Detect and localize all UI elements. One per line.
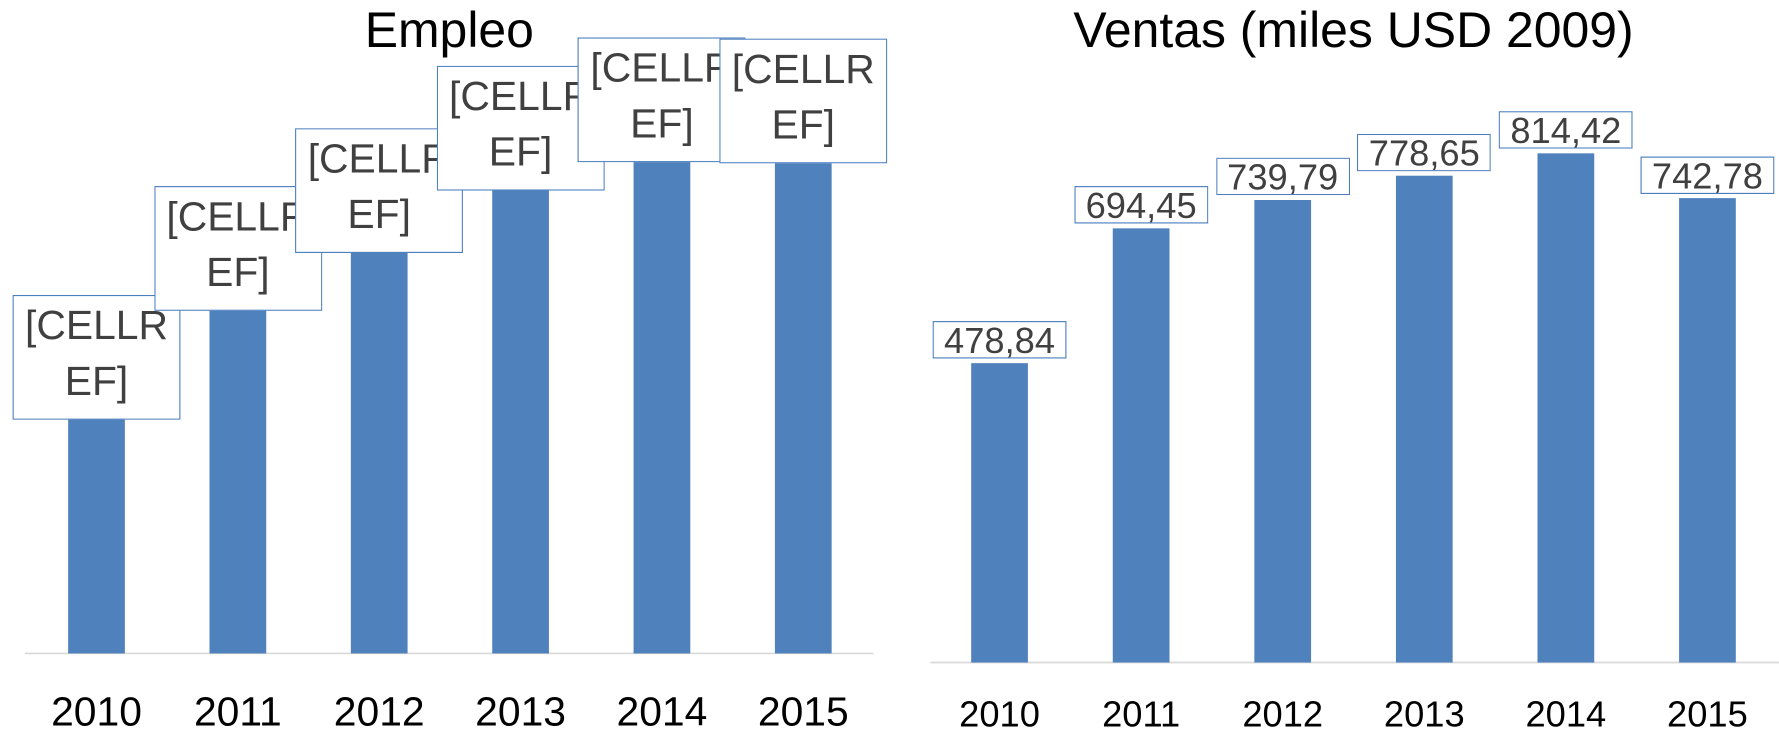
bar (1112, 228, 1170, 663)
chart-title: Empleo (365, 2, 534, 58)
data-label: 814,42 (1498, 111, 1633, 149)
data-label: 742,78 (1640, 156, 1775, 194)
x-tick-label: 2014 (1525, 694, 1606, 734)
bar (492, 166, 549, 654)
x-tick-label: 2013 (1384, 694, 1465, 734)
data-label-box: 814,42 (1498, 111, 1633, 149)
data-label: [CELLREF] (436, 65, 605, 191)
bar (209, 287, 267, 654)
bar (1537, 153, 1595, 663)
data-label-box: [CELLREF] (436, 65, 605, 191)
x-tick-label: 2015 (1667, 694, 1748, 734)
data-label-box: [CELLREF] (12, 294, 181, 420)
bar (1679, 198, 1736, 663)
data-label-box: 778,65 (1357, 133, 1492, 172)
bar (1254, 199, 1312, 663)
x-tick-label: 2012 (334, 688, 425, 734)
data-label: 478,84 (932, 321, 1067, 359)
data-label: 739,79 (1215, 158, 1350, 196)
data-label: 694,45 (1074, 186, 1209, 224)
data-label-box: 478,84 (932, 321, 1067, 359)
x-tick-label: 2015 (758, 688, 849, 734)
x-tick-label: 2012 (1242, 694, 1323, 734)
data-label: 778,65 (1357, 133, 1492, 172)
data-label-box: [CELLREF] (153, 186, 322, 311)
chart-title: Ventas (miles USD 2009) (1073, 2, 1633, 58)
bar (774, 139, 832, 654)
data-label-box: [CELLREF] (295, 128, 464, 253)
bar (68, 395, 125, 654)
x-tick-label: 2014 (617, 688, 708, 734)
data-label: [CELLREF] (719, 38, 888, 164)
data-label-box: [CELLREF] (719, 38, 888, 164)
data-label-box: 739,79 (1215, 158, 1350, 196)
x-tick-label: 2011 (194, 688, 282, 734)
data-label: [CELLREF] (295, 128, 464, 253)
x-tick-label: 2010 (959, 694, 1040, 734)
data-label-box: 742,78 (1640, 156, 1775, 194)
x-tick-label: 2013 (475, 688, 566, 734)
bar (633, 138, 691, 654)
bar (350, 229, 408, 654)
bar (1395, 175, 1453, 663)
x-tick-label: 2011 (1102, 694, 1180, 734)
data-label: [CELLREF] (577, 37, 746, 163)
x-tick-label: 2010 (51, 688, 142, 734)
data-label-box: 694,45 (1074, 186, 1209, 224)
data-label: [CELLREF] (12, 294, 181, 420)
data-label: [CELLREF] (153, 186, 322, 311)
bar (971, 363, 1028, 663)
data-label-box: [CELLREF] (577, 37, 746, 163)
